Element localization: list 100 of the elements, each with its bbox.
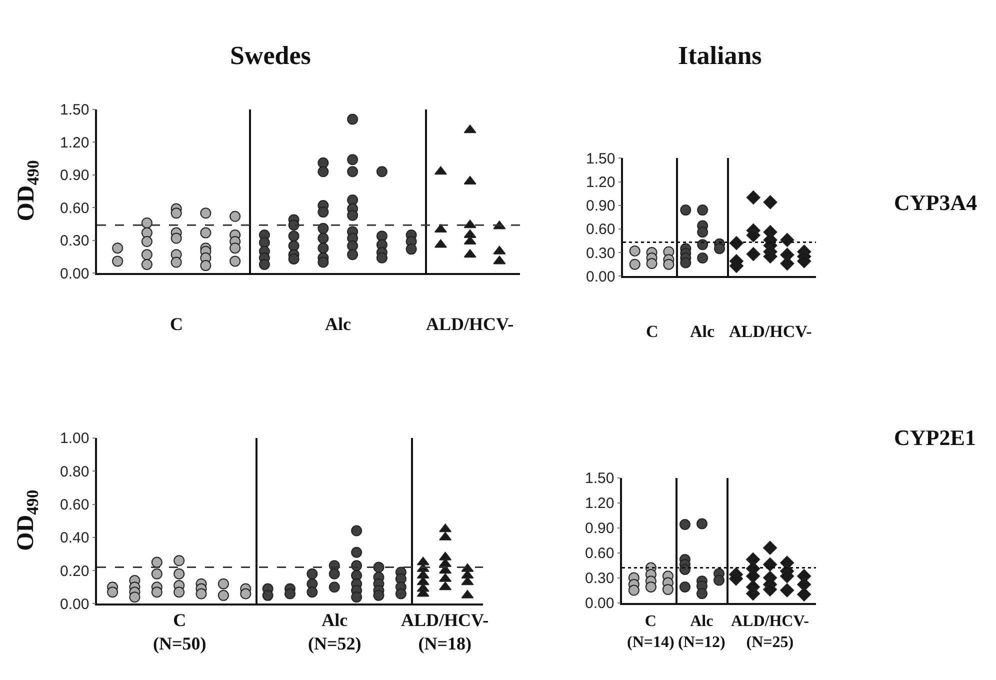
text: C (N=14) xyxy=(627,613,674,651)
point xyxy=(763,249,778,264)
point xyxy=(318,256,329,268)
point xyxy=(200,227,212,238)
chart-title: Italians xyxy=(678,41,762,70)
y-tick-label: 1.50 xyxy=(586,150,616,168)
text: ALD/HCV- xyxy=(426,314,514,334)
point xyxy=(373,562,384,573)
point xyxy=(746,190,760,204)
y-tick-label: 0.80 xyxy=(60,463,90,480)
point xyxy=(141,258,152,270)
point xyxy=(112,242,124,254)
chart-title: Swedes xyxy=(230,41,311,70)
y-tick-label: 0.00 xyxy=(60,596,90,613)
point xyxy=(318,166,329,178)
point xyxy=(645,581,656,592)
y-tick-label: 1.20 xyxy=(586,174,616,191)
point xyxy=(662,584,674,595)
point xyxy=(107,586,118,598)
point xyxy=(373,590,384,601)
point xyxy=(151,568,162,580)
point xyxy=(697,252,708,264)
point xyxy=(141,217,152,228)
point xyxy=(200,260,212,272)
point xyxy=(780,232,794,247)
point xyxy=(406,244,417,255)
point xyxy=(729,572,744,586)
y-tick-label: 0.00 xyxy=(585,595,614,612)
text: Alc xyxy=(690,322,715,341)
y-tick-label: 1.50 xyxy=(585,470,614,488)
point xyxy=(174,568,185,580)
point xyxy=(763,195,778,210)
point xyxy=(395,588,406,600)
point xyxy=(714,574,724,586)
point xyxy=(230,256,241,267)
point xyxy=(697,204,708,216)
point xyxy=(258,237,270,248)
point xyxy=(230,242,241,254)
y-tick-label: 0.00 xyxy=(60,265,90,282)
point xyxy=(288,230,300,242)
point xyxy=(141,249,152,260)
point xyxy=(714,243,725,254)
point xyxy=(351,546,362,558)
point xyxy=(347,240,358,252)
point xyxy=(780,583,794,598)
point xyxy=(628,584,640,596)
point xyxy=(746,586,760,601)
point xyxy=(262,590,274,601)
point xyxy=(174,586,185,598)
point xyxy=(679,519,690,530)
point xyxy=(746,228,760,242)
point xyxy=(328,582,340,593)
point xyxy=(347,210,358,221)
point xyxy=(151,586,162,598)
point xyxy=(141,236,152,248)
point xyxy=(288,254,300,264)
point xyxy=(218,578,229,590)
text: ALD/HCV- (N=18) xyxy=(401,610,489,654)
y-tick-label: 0.40 xyxy=(60,530,90,547)
point xyxy=(376,166,388,178)
point xyxy=(218,590,229,601)
text: CYP2E1 xyxy=(894,425,976,450)
point xyxy=(328,568,340,580)
text: C xyxy=(646,322,658,341)
text: Alc (N=52) xyxy=(308,610,362,654)
point xyxy=(284,588,296,600)
y-tick-label: 0.60 xyxy=(60,200,90,217)
point xyxy=(112,256,124,267)
point xyxy=(697,226,708,238)
y-tick-label: 0.60 xyxy=(585,545,614,562)
point xyxy=(729,236,744,250)
point xyxy=(679,581,690,592)
y-tick-label: 1.20 xyxy=(585,495,614,512)
point xyxy=(230,210,241,222)
y-tick-label: 0.60 xyxy=(586,221,616,238)
point xyxy=(763,557,778,572)
point xyxy=(797,577,812,592)
point xyxy=(347,154,358,166)
point xyxy=(696,588,708,600)
point xyxy=(351,592,362,603)
point xyxy=(306,586,318,598)
point xyxy=(351,525,362,536)
point xyxy=(174,555,185,566)
point xyxy=(697,239,708,250)
point xyxy=(663,258,674,270)
point xyxy=(170,208,182,219)
point xyxy=(200,208,212,219)
point xyxy=(763,540,778,555)
text: Alc (N=12) xyxy=(678,613,726,651)
point xyxy=(680,257,692,268)
point xyxy=(629,245,640,256)
point xyxy=(746,569,760,584)
point xyxy=(347,166,358,178)
point xyxy=(151,556,162,568)
y-tick-label: 0.90 xyxy=(586,198,616,215)
text: Alc xyxy=(325,314,351,334)
point xyxy=(318,232,329,244)
point xyxy=(646,258,658,270)
point xyxy=(797,254,812,268)
point xyxy=(780,569,794,584)
